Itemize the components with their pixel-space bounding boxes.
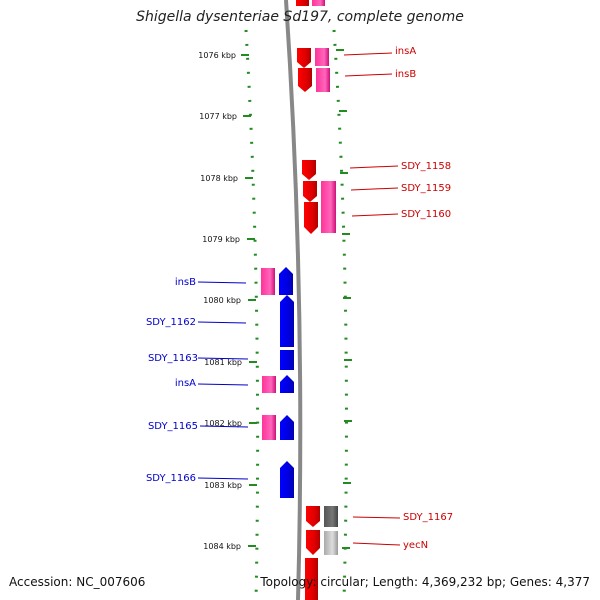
gene-label: SDY_1162 — [146, 317, 196, 328]
genome-stats-label: Topology: circular; Length: 4,369,232 bp… — [260, 575, 590, 589]
gene-label: SDY_1167 — [403, 512, 453, 523]
gene-yecN[interactable]: yecN — [306, 530, 428, 555]
ruler-tick: 1084 kbp — [203, 542, 350, 551]
forward-strand-genes: insA insB SDY_1158 SDY_1159 SDY_1160 — [297, 46, 453, 600]
gene-label: insA — [175, 378, 196, 389]
gene-insA-forward[interactable]: insA — [297, 46, 416, 68]
gene-label: SDY_1166 — [146, 473, 196, 484]
gene-insB-reverse[interactable]: insB — [175, 267, 293, 295]
mobile-element-partial-top — [312, 0, 325, 6]
gene-label: insB — [395, 69, 416, 80]
ruler: 1076 kbp 1077 kbp 1078 kbp 1079 kbp 1080… — [198, 49, 352, 551]
gene-SDY_1167[interactable]: SDY_1167 — [306, 506, 453, 527]
genome-backbone — [284, 0, 303, 600]
ruler-tick: 1080 kbp — [203, 296, 351, 305]
gene-label: SDY_1165 — [148, 421, 198, 432]
ruler-tick-label: 1078 kbp — [200, 174, 238, 183]
gene-label: SDY_1158 — [401, 161, 451, 172]
accession-label: Accession: NC_007606 — [9, 575, 146, 589]
ruler-tick: 1078 kbp — [200, 172, 348, 183]
gene-label: SDY_1160 — [401, 209, 451, 220]
ruler-tick-label: 1082 kbp — [204, 419, 242, 428]
ruler-tick: 1082 kbp — [204, 419, 352, 428]
ruler-tick-label: 1083 kbp — [204, 481, 242, 490]
ruler-tick: 1083 kbp — [204, 481, 351, 490]
gene-SDY_1166[interactable]: SDY_1166 — [146, 461, 294, 498]
gene-label: yecN — [403, 540, 428, 551]
genome-title: Shigella dysenteriae Sd197, complete gen… — [136, 9, 464, 25]
gene-SDY_1160[interactable]: SDY_1160 — [304, 202, 451, 234]
gene-label: insB — [175, 277, 196, 288]
gene-SDY_1163[interactable]: SDY_1163 — [148, 350, 294, 370]
gene-partial-bottom — [305, 558, 318, 600]
gene-label: insA — [395, 46, 416, 57]
gene-insA-reverse[interactable]: insA — [175, 375, 294, 393]
ruler-tick: 1079 kbp — [202, 233, 350, 244]
gene-insB-forward[interactable]: insB — [298, 68, 416, 92]
ruler-tick-label: 1081 kbp — [204, 358, 242, 367]
ruler-tick: 1076 kbp — [198, 49, 344, 60]
ruler-tick-label: 1076 kbp — [198, 51, 236, 60]
gene-SDY_1165[interactable]: SDY_1165 — [148, 415, 294, 440]
gene-label: SDY_1163 — [148, 353, 198, 364]
reverse-strand-genes: insB SDY_1162 SDY_1163 insA SDY_1165 — [146, 267, 294, 498]
gene-SDY_1159[interactable]: SDY_1159 — [303, 181, 451, 233]
ruler-tick: 1081 kbp — [204, 358, 352, 367]
ruler-tick-label: 1084 kbp — [203, 542, 241, 551]
gene-SDY_1158[interactable]: SDY_1158 — [302, 160, 451, 180]
gene-SDY_1162[interactable]: SDY_1162 — [146, 295, 294, 347]
gene-label: SDY_1159 — [401, 183, 451, 194]
ruler-tick: 1077 kbp — [199, 110, 347, 121]
ruler-tick-label: 1079 kbp — [202, 235, 240, 244]
ruler-tick-label: 1077 kbp — [199, 112, 237, 121]
gene-partial-top — [296, 0, 309, 6]
ruler-tick-label: 1080 kbp — [203, 296, 241, 305]
